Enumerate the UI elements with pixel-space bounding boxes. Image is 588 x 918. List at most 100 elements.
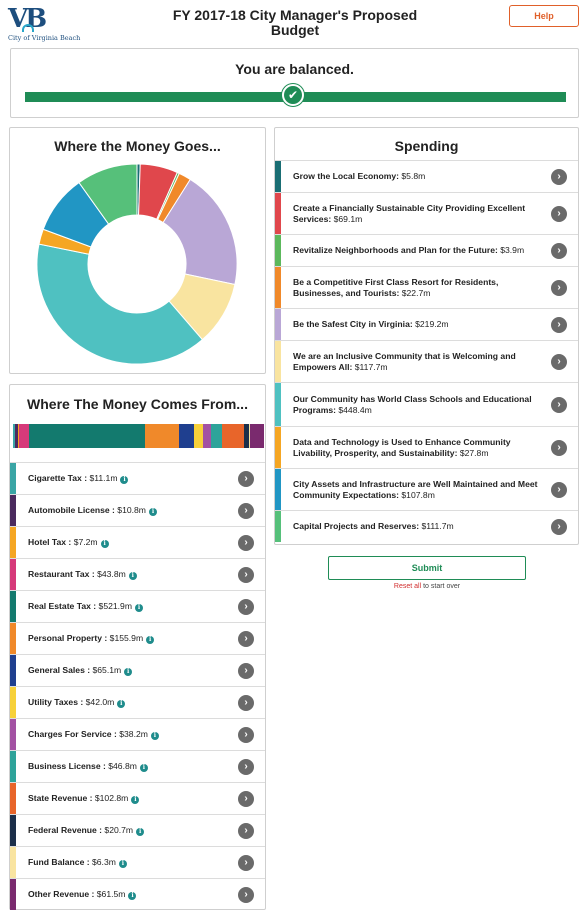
chevron-right-icon[interactable]: ›	[551, 481, 567, 498]
revenue-row[interactable]: Automobile License : $10.8m i ›	[10, 494, 265, 526]
info-icon[interactable]: i	[146, 635, 155, 644]
revenue-source: Fund Balance :	[28, 857, 90, 867]
donut-slice	[78, 164, 138, 225]
revenue-label: Hotel Tax : $7.2m i	[10, 537, 109, 548]
info-icon[interactable]: i	[100, 539, 109, 548]
help-button[interactable]: Help	[509, 5, 579, 27]
revenue-color-stripe	[10, 591, 16, 622]
revenue-color-stripe	[10, 879, 16, 910]
spending-category: Create a Financially Sustainable City Pr…	[293, 202, 526, 224]
chevron-right-icon[interactable]: ›	[238, 598, 254, 615]
chevron-right-icon[interactable]: ›	[551, 518, 567, 535]
revenue-row[interactable]: General Sales : $65.1m i ›	[10, 654, 265, 686]
revenue-label: Cigarette Tax : $11.1m i	[10, 473, 129, 484]
revenue-row[interactable]: Utility Taxes : $42.0m i ›	[10, 686, 265, 718]
info-icon[interactable]: i	[118, 859, 127, 868]
chevron-right-icon[interactable]: ›	[551, 279, 567, 296]
revenue-amount: $155.9m	[109, 633, 144, 643]
revenue-segment	[221, 424, 245, 448]
revenue-source: Other Revenue :	[28, 889, 95, 899]
chevron-right-icon[interactable]: ›	[238, 822, 254, 839]
info-icon[interactable]: i	[131, 795, 140, 804]
spending-row[interactable]: Be the Safest City in Virginia: $219.2m ›	[275, 308, 578, 340]
info-icon[interactable]: i	[124, 667, 133, 676]
revenue-row[interactable]: Fund Balance : $6.3m i ›	[10, 846, 265, 878]
revenue-segment	[29, 424, 145, 448]
spending-panel: Spending Grow the Local Economy: $5.8m › C…	[274, 127, 579, 545]
info-icon[interactable]: i	[128, 571, 137, 580]
checkmark-icon: ✔	[282, 84, 304, 106]
wave-icon	[22, 24, 34, 32]
spending-amount: $107.8m	[401, 489, 435, 500]
revenue-row[interactable]: Federal Revenue : $20.7m i ›	[10, 814, 265, 846]
chevron-right-icon[interactable]: ›	[551, 242, 567, 259]
info-icon[interactable]: i	[139, 763, 148, 772]
spending-label: Grow the Local Economy: $5.8m	[275, 171, 459, 182]
chevron-right-icon[interactable]: ›	[551, 205, 567, 222]
revenue-amount: $20.7m	[104, 825, 134, 835]
revenue-row[interactable]: Personal Property : $155.9m i ›	[10, 622, 265, 654]
chevron-right-icon[interactable]: ›	[238, 470, 254, 487]
spending-row[interactable]: Revitalize Neighborhoods and Plan for th…	[275, 234, 578, 266]
revenue-color-stripe	[10, 815, 16, 846]
revenue-row[interactable]: Charges For Service : $38.2m i ›	[10, 718, 265, 750]
info-icon[interactable]: i	[120, 475, 129, 484]
revenue-color-stripe	[10, 495, 16, 526]
spending-row[interactable]: Data and Technology is Used to Enhance C…	[275, 426, 578, 468]
revenue-label: Other Revenue : $61.5m i	[10, 889, 137, 900]
submit-button[interactable]: Submit	[328, 556, 526, 580]
revenue-color-stripe	[10, 559, 16, 590]
chevron-right-icon[interactable]: ›	[238, 694, 254, 711]
info-icon[interactable]: i	[135, 603, 143, 612]
revenue-segment	[193, 424, 203, 448]
revenue-row[interactable]: Business License : $46.8m i ›	[10, 750, 265, 782]
spending-row[interactable]: Create a Financially Sustainable City Pr…	[275, 192, 578, 234]
spending-row[interactable]: Capital Projects and Reserves: $111.7m ›	[275, 510, 578, 542]
reset-all-link[interactable]: Reset all	[393, 583, 422, 590]
info-icon[interactable]: i	[136, 827, 145, 836]
revenue-row[interactable]: State Revenue : $102.8m i ›	[10, 782, 265, 814]
info-icon[interactable]: i	[150, 731, 159, 740]
revenue-segment	[244, 424, 249, 448]
chevron-right-icon[interactable]: ›	[551, 439, 567, 456]
revenue-row[interactable]: Real Estate Tax : $521.9m i ›	[10, 590, 265, 622]
revenue-row[interactable]: Other Revenue : $61.5m i ›	[10, 878, 265, 910]
spending-row[interactable]: We are an Inclusive Community that is We…	[275, 340, 578, 382]
chevron-right-icon[interactable]: ›	[238, 502, 254, 519]
revenue-source: Business License :	[28, 761, 106, 771]
revenue-row[interactable]: Hotel Tax : $7.2m i ›	[10, 526, 265, 558]
chevron-right-icon[interactable]: ›	[238, 534, 254, 551]
spending-row[interactable]: Our Community has World Class Schools an…	[275, 382, 578, 426]
chevron-right-icon[interactable]: ›	[551, 168, 567, 185]
revenue-row[interactable]: Restaurant Tax : $43.8m i ›	[10, 558, 265, 590]
chevron-right-icon[interactable]: ›	[551, 353, 567, 370]
revenue-source: Utility Taxes :	[28, 697, 84, 707]
chevron-right-icon[interactable]: ›	[238, 758, 254, 775]
chevron-right-icon[interactable]: ›	[551, 396, 567, 413]
revenue-source: Restaurant Tax :	[28, 569, 95, 579]
spending-row[interactable]: Be a Competitive First Class Resort for …	[275, 266, 578, 308]
info-icon[interactable]: i	[128, 891, 137, 900]
revenue-segment	[179, 424, 194, 448]
spending-row[interactable]: City Assets and Infrastructure are Well …	[275, 468, 578, 510]
chevron-right-icon[interactable]: ›	[238, 790, 254, 807]
revenue-row[interactable]: Cigarette Tax : $11.1m i ›	[10, 462, 265, 494]
chevron-right-icon[interactable]: ›	[238, 662, 254, 679]
chevron-right-icon[interactable]: ›	[238, 630, 254, 647]
spending-row[interactable]: Grow the Local Economy: $5.8m ›	[275, 160, 578, 192]
info-icon[interactable]: i	[117, 699, 126, 708]
chevron-right-icon[interactable]: ›	[551, 316, 567, 333]
revenue-color-stripe	[10, 687, 16, 718]
chevron-right-icon[interactable]: ›	[238, 566, 254, 583]
chevron-right-icon[interactable]: ›	[238, 886, 254, 903]
revenue-amount: $42.0m	[85, 697, 115, 707]
chevron-right-icon[interactable]: ›	[238, 854, 254, 871]
revenue-list: Cigarette Tax : $11.1m i › Automobile Licen…	[10, 462, 265, 910]
info-icon[interactable]: i	[148, 507, 157, 516]
chevron-right-icon[interactable]: ›	[238, 726, 254, 743]
revenue-color-stripe	[10, 783, 16, 814]
spending-amount: $219.2m	[415, 319, 449, 329]
revenue-label: State Revenue : $102.8m i	[10, 793, 140, 804]
spending-amount: $448.4m	[338, 404, 372, 415]
revenue-amount: $521.9m	[98, 601, 132, 611]
